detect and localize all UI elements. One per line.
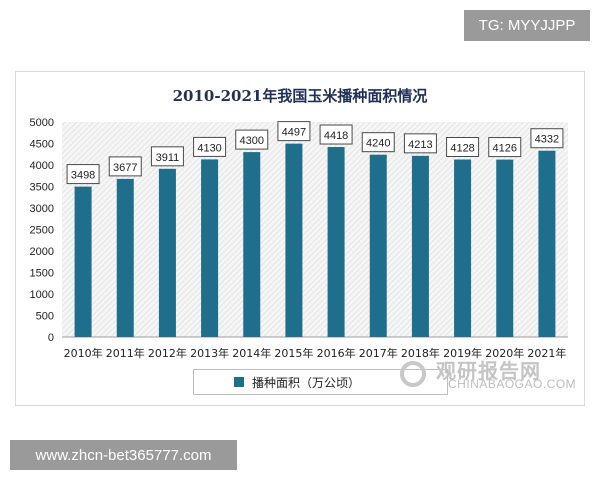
data-label-box xyxy=(530,128,564,149)
data-label: 4213 xyxy=(408,139,432,151)
x-tick-label: 2013年 xyxy=(190,346,229,360)
data-label: 4497 xyxy=(282,127,306,139)
bar xyxy=(454,159,472,337)
legend-label: 播种面积（万公顷） xyxy=(252,375,361,390)
data-label: 4128 xyxy=(450,142,474,154)
y-tick-label: 1500 xyxy=(30,268,54,280)
x-tick-label: 2018年 xyxy=(401,346,440,360)
bar xyxy=(327,147,345,337)
y-tick-label: 0 xyxy=(48,332,54,344)
data-label: 4418 xyxy=(324,130,348,142)
y-tick-label: 4000 xyxy=(30,160,54,172)
x-tick-label: 2019年 xyxy=(443,346,482,360)
y-tick-label: 2500 xyxy=(30,225,54,237)
data-label-box xyxy=(108,156,142,177)
data-label-box xyxy=(361,132,395,153)
url-badge: www.zhcn-bet365777.com xyxy=(10,440,237,470)
x-tick-label: 2017年 xyxy=(359,346,398,360)
data-label-box xyxy=(319,124,353,145)
y-tick-label: 3500 xyxy=(30,182,54,194)
bar xyxy=(411,155,429,337)
x-tick-label: 2014年 xyxy=(232,346,271,360)
bar xyxy=(74,186,92,337)
bar xyxy=(369,154,387,337)
bar xyxy=(116,178,134,337)
x-tick-label: 2010年 xyxy=(64,346,103,360)
legend-swatch xyxy=(234,377,244,387)
data-label-box xyxy=(403,133,437,154)
data-label: 4300 xyxy=(240,135,264,147)
y-tick-label: 5000 xyxy=(30,117,54,129)
data-label-box xyxy=(235,129,269,150)
y-tick-label: 1000 xyxy=(30,289,54,301)
watermark-en: CHINABAOGAO.COM xyxy=(448,377,577,391)
bar xyxy=(538,150,556,337)
y-tick-label: 4500 xyxy=(30,139,54,151)
data-label: 4240 xyxy=(366,138,390,150)
data-label-box xyxy=(446,136,480,157)
x-tick-label: 2016年 xyxy=(317,346,356,360)
x-tick-label: 2021年 xyxy=(527,346,566,360)
data-label-box xyxy=(193,136,227,157)
x-tick-label: 2011年 xyxy=(106,346,145,360)
data-label: 4126 xyxy=(493,143,517,155)
data-label: 4130 xyxy=(197,142,221,154)
y-tick-label: 2000 xyxy=(30,246,54,258)
x-tick-label: 2015年 xyxy=(274,346,313,360)
data-label-box xyxy=(66,164,100,185)
watermark-logo-icon xyxy=(400,361,426,387)
watermark-cn: 观研报告网 xyxy=(436,359,541,383)
data-label-box xyxy=(488,137,522,158)
chart-title: 2010-2021年我国玉米播种面积情况 xyxy=(172,87,428,105)
tg-badge: TG: MYYJJPP xyxy=(464,10,590,41)
watermark: 观研报告网 CHINABAOGAO.COM xyxy=(400,355,576,395)
bar xyxy=(285,143,303,337)
x-tick-label: 2012年 xyxy=(148,346,187,360)
y-tick-label: 500 xyxy=(36,311,54,323)
bar xyxy=(158,168,176,337)
data-label: 3677 xyxy=(113,162,137,174)
x-tick-label: 2020年 xyxy=(485,346,524,360)
data-label-box xyxy=(150,146,184,167)
y-tick-label: 3000 xyxy=(30,203,54,215)
bar xyxy=(496,159,514,337)
data-label: 3911 xyxy=(156,152,180,164)
plot-area xyxy=(62,122,568,337)
bar xyxy=(201,159,219,337)
data-label-box xyxy=(277,121,311,142)
bar xyxy=(243,152,261,337)
data-label: 4332 xyxy=(535,134,559,146)
data-label: 3498 xyxy=(71,170,95,182)
